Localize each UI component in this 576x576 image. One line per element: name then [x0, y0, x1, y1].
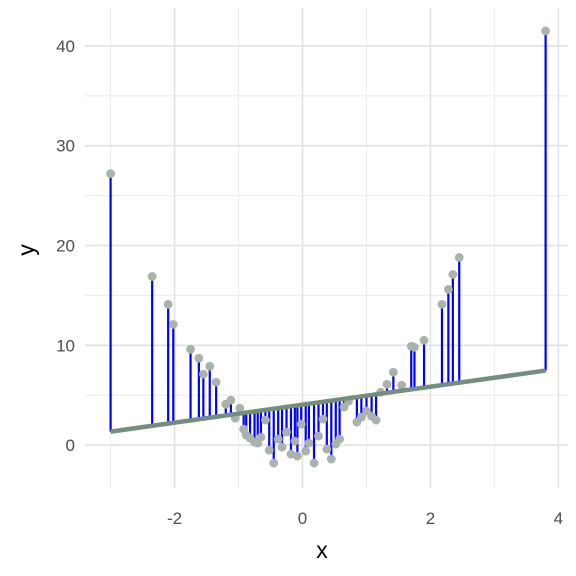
data-point	[205, 361, 215, 371]
x-tick-label: 2	[426, 509, 435, 528]
data-point	[226, 395, 236, 405]
data-point	[273, 434, 283, 444]
data-point	[301, 446, 311, 456]
data-point	[322, 444, 332, 454]
y-tick-labels: 0 10 20 30 40	[56, 37, 75, 455]
y-tick-label: 40	[56, 37, 75, 56]
data-point	[282, 427, 291, 437]
data-point	[194, 353, 204, 363]
data-point	[448, 270, 458, 279]
x-tick-label: 4	[554, 509, 563, 528]
data-points	[106, 26, 551, 468]
data-point	[147, 272, 157, 281]
data-point	[309, 458, 319, 468]
data-point	[256, 432, 266, 442]
data-point	[541, 26, 551, 36]
x-tick-label: 0	[298, 509, 307, 528]
x-tick-label: -2	[167, 509, 182, 528]
data-point	[371, 415, 381, 425]
data-point	[168, 319, 178, 329]
data-point	[335, 434, 345, 444]
x-tick-labels: -2 0 2 4	[167, 509, 563, 528]
data-point	[314, 431, 323, 441]
data-point	[419, 335, 429, 345]
data-point	[261, 415, 270, 425]
data-point	[326, 454, 336, 464]
fit-line-group	[110, 368, 546, 434]
fit-line	[110, 368, 546, 434]
data-point	[356, 412, 366, 422]
data-point	[292, 451, 302, 461]
data-point	[454, 253, 464, 262]
data-point	[437, 299, 447, 309]
data-point	[277, 442, 287, 452]
data-point	[382, 379, 392, 389]
data-point	[443, 285, 453, 294]
data-point	[397, 380, 407, 390]
data-point	[211, 377, 221, 387]
data-point	[296, 419, 306, 429]
y-tick-label: 10	[56, 336, 75, 355]
data-point	[163, 299, 173, 309]
data-point	[318, 414, 328, 424]
data-point	[269, 458, 279, 468]
y-tick-label: 20	[56, 237, 75, 256]
data-point	[410, 342, 419, 352]
data-point	[339, 402, 349, 412]
y-tick-label: 30	[56, 137, 75, 156]
data-point	[186, 344, 195, 354]
y-tick-label: 0	[66, 436, 75, 455]
data-point	[235, 403, 245, 413]
data-point	[264, 445, 274, 455]
y-axis-title: y	[13, 244, 39, 256]
data-point	[388, 367, 398, 377]
x-axis-title: x	[316, 537, 328, 563]
data-point	[106, 169, 115, 179]
data-point	[304, 438, 314, 448]
data-point	[198, 369, 208, 379]
data-point	[290, 436, 300, 446]
